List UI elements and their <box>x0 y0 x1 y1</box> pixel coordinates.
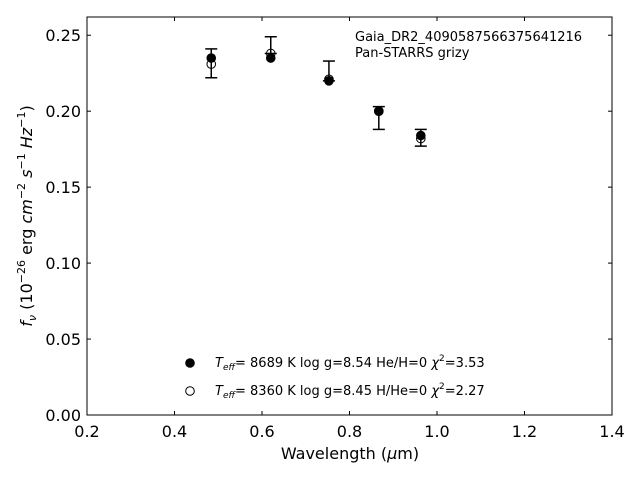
x-tick-label: 1.2 <box>512 422 537 441</box>
y-tick-label: 0.15 <box>45 178 81 197</box>
model-point-open <box>206 59 217 69</box>
x-tick-label: 1.4 <box>599 422 624 441</box>
x-axis-label: Wavelength (μm) <box>281 444 419 463</box>
legend: Teff= 8689 K log g=8.54 He/H=0 χ2=3.53 T… <box>185 354 485 401</box>
model-point-open <box>265 48 276 59</box>
x-tick-label: 0.8 <box>337 422 362 441</box>
model-point-open <box>416 133 426 144</box>
star-id-annotation: Gaia_DR2_4090587566375641216 <box>355 30 582 45</box>
legend-marker-filled <box>185 358 195 368</box>
y-tick-label: 0.10 <box>45 254 81 273</box>
model-point-filled <box>416 130 426 141</box>
y-tick-label: 0.25 <box>45 26 81 45</box>
legend-marker-open <box>185 386 195 396</box>
legend-chi2: =2.27 <box>445 384 485 399</box>
plot-frame <box>86 16 613 416</box>
x-tick-label: 0.6 <box>249 422 274 441</box>
legend-logg: log g=8.54 <box>300 356 372 371</box>
svg-text:Teff= 8689 K log g=8.54 He/H=0: Teff= 8689 K log g=8.54 He/H=0 χ2=3.53 <box>215 354 485 373</box>
y-tick-label: 0.05 <box>45 330 81 349</box>
model-point-open <box>324 74 334 85</box>
x-tick-label: 0.4 <box>162 422 187 441</box>
legend-teff: 8360 K <box>250 384 296 399</box>
y-tick-label: 0.00 <box>45 406 81 425</box>
x-tick-label: 1.0 <box>424 422 449 441</box>
legend-entry: Teff= 8360 K log g=8.45 H/He=0 χ2=2.27 <box>185 382 485 401</box>
legend-teff: 8689 K <box>250 356 296 371</box>
legend-entry: Teff= 8689 K log g=8.54 He/H=0 χ2=3.53 <box>185 354 485 373</box>
legend-chi2: =3.53 <box>445 356 485 371</box>
legend-composition: He/H=0 <box>376 356 427 371</box>
legend-composition: H/He=0 <box>376 384 427 399</box>
error-bars <box>205 35 427 147</box>
axis-ticks: 0.2 0.4 0.6 0.8 1.0 1.2 1.4 0.00 0.05 0.10 0.15 0.2… <box>45 17 625 441</box>
svg-text:Teff= 8360 K log g=8.45 H/He=0: Teff= 8360 K log g=8.45 H/He=0 χ2=2.27 <box>215 382 485 401</box>
data-points <box>206 48 426 144</box>
y-tick-label: 0.20 <box>45 102 81 121</box>
legend-logg: log g=8.45 <box>300 384 372 399</box>
model-point-open <box>374 106 384 116</box>
observed-flux-errorbar <box>264 35 277 55</box>
x-tick-label: 0.2 <box>74 422 99 441</box>
survey-annotation: Pan-STARRS grizy <box>355 46 470 61</box>
y-axis-label: fν (10−26 erg cm−2 s−1 Hz−1) <box>15 105 39 326</box>
